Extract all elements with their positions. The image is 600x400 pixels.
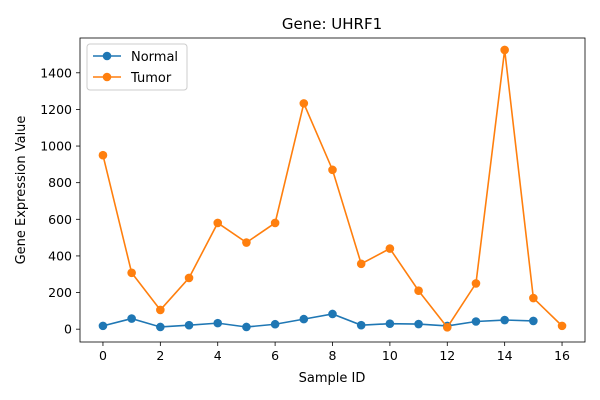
y-tick-label: 0 [64, 322, 72, 337]
data-point-tumor [356, 259, 366, 269]
x-tick-label: 10 [382, 348, 398, 363]
data-point-normal [213, 318, 223, 328]
data-point-normal [184, 320, 194, 330]
x-tick-label: 8 [329, 348, 337, 363]
data-point-tumor [328, 165, 337, 175]
data-point-normal [500, 315, 509, 325]
data-point-tumor [242, 238, 251, 247]
data-point-tumor [98, 150, 108, 160]
data-point-tumor [557, 321, 567, 331]
data-point-tumor [184, 273, 194, 283]
data-point-normal [328, 309, 337, 319]
x-tick-label: 14 [497, 348, 513, 363]
series-line-normal [102, 313, 534, 328]
data-point-tumor [471, 279, 481, 288]
data-point-normal [471, 317, 481, 326]
y-axis-label: Gene Expression Value [14, 116, 29, 265]
y-tick-label: 1000 [40, 139, 72, 154]
y-tick-label: 600 [48, 212, 72, 227]
x-tick-label: 12 [439, 348, 455, 363]
legend-marker-normal [102, 51, 112, 61]
data-point-normal [385, 319, 395, 328]
data-point-normal [127, 314, 136, 323]
x-tick-label: 0 [99, 348, 107, 363]
y-tick-label: 200 [48, 285, 72, 300]
x-axis-label: Sample ID [299, 371, 366, 386]
data-point-tumor [529, 293, 538, 303]
data-point-normal [156, 322, 165, 332]
data-point-tumor [213, 218, 223, 228]
x-tick-label: 4 [214, 348, 222, 363]
data-point-tumor [270, 218, 280, 228]
data-point-tumor [414, 286, 423, 296]
data-point-normal [299, 314, 309, 324]
legend-marker-tumor [102, 72, 112, 82]
data-point-tumor [156, 305, 165, 315]
series-line-tumor [102, 49, 563, 329]
data-point-tumor [385, 244, 395, 253]
y-tick-label: 800 [48, 175, 72, 190]
data-point-normal [98, 321, 108, 331]
data-point-normal [242, 322, 251, 332]
legend: Normal Tumor [86, 43, 188, 91]
y-tick-label: 1400 [40, 65, 72, 80]
data-point-tumor [500, 45, 509, 55]
x-tick-label: 6 [271, 348, 279, 363]
data-point-normal [270, 319, 280, 329]
data-point-normal [529, 316, 538, 326]
y-tick-label: 400 [48, 248, 72, 263]
legend-label-tumor: Tumor [130, 71, 172, 86]
x-tick-label: 16 [554, 348, 570, 363]
y-tick-label: 1200 [40, 102, 72, 117]
data-point-tumor [127, 268, 136, 278]
data-point-tumor [442, 323, 452, 332]
data-point-tumor [299, 99, 309, 108]
x-tick-label: 2 [156, 348, 164, 363]
legend-label-normal: Normal [131, 50, 178, 65]
data-point-normal [414, 319, 423, 329]
chart-title: Gene: UHRF1 [282, 15, 382, 33]
data-point-normal [356, 320, 366, 330]
